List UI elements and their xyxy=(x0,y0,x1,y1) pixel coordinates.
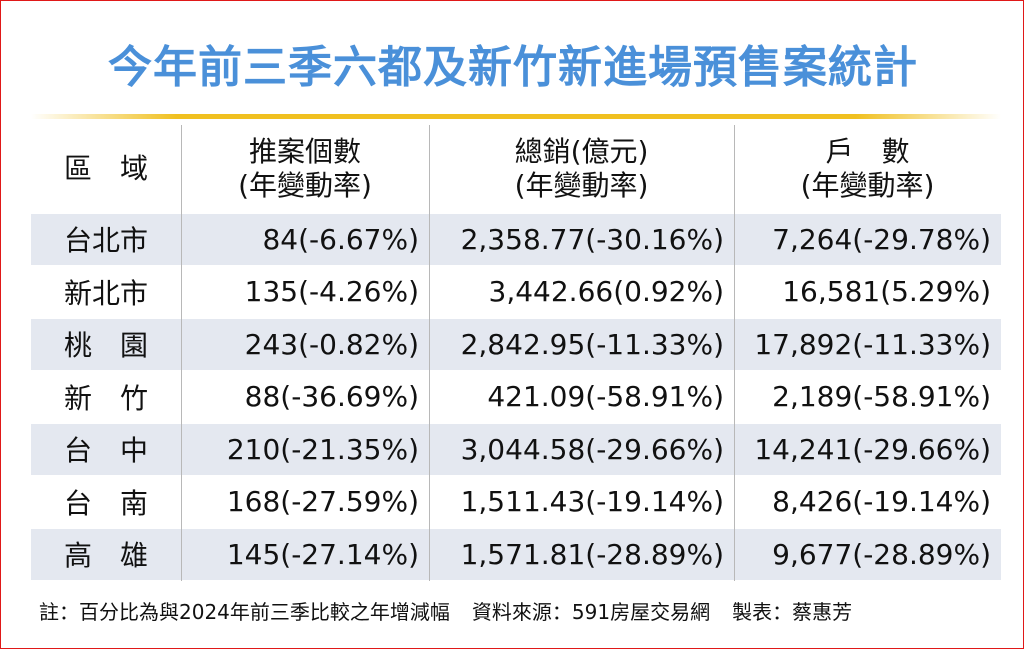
value-cell: 145(-27.14%) xyxy=(226,537,419,571)
value-cell: 3,044.58(-29.66%) xyxy=(460,432,724,466)
footer-source: 資料來源：591房屋交易網 xyxy=(471,600,711,624)
region-cell: 台 中 xyxy=(63,434,148,468)
value-cell: 14,241(-29.66%) xyxy=(754,432,991,466)
value-cell: 7,264(-29.78%) xyxy=(772,222,991,256)
region-cell: 新 竹 xyxy=(63,381,148,415)
title-rule xyxy=(31,114,1001,119)
header-line: 戶 數 xyxy=(825,135,910,168)
column-divider xyxy=(429,125,430,581)
value-cell: 168(-27.59%) xyxy=(226,485,419,519)
row-shade xyxy=(31,214,1001,265)
value-cell: 9,677(-28.89%) xyxy=(772,537,991,571)
title: 今年前三季六都及新竹新進場預售案統計 xyxy=(108,42,918,93)
column-divider xyxy=(734,125,735,581)
header-line: 推案個數 xyxy=(248,135,361,168)
value-cell: 135(-4.26%) xyxy=(244,275,419,309)
value-cell: 8,426(-19.14%) xyxy=(772,485,991,519)
footer-author: 製表：蔡惠芳 xyxy=(732,600,853,624)
column-header: 推案個數 (年變動率) xyxy=(181,125,429,213)
value-cell: 1,571.81(-28.89%) xyxy=(460,537,724,571)
value-cell: 3,442.66(0.92%) xyxy=(488,275,724,309)
value-cell: 88(-36.69%) xyxy=(244,380,419,414)
value-cell: 210(-21.35%) xyxy=(226,432,419,466)
value-cell: 16,581(5.29%) xyxy=(782,275,991,309)
header-line: (年變動率) xyxy=(238,169,372,202)
header-line: (年變動率) xyxy=(800,169,935,202)
region-cell: 台北市 xyxy=(63,224,148,258)
value-cell: 2,842.95(-11.33%) xyxy=(460,327,724,361)
value-cell: 17,892(-11.33%) xyxy=(754,327,991,361)
value-cell: 243(-0.82%) xyxy=(244,327,419,361)
column-header: 總銷(億元) (年變動率) xyxy=(429,125,734,213)
region-cell: 桃 園 xyxy=(63,329,148,363)
header-line: 區 域 xyxy=(63,152,148,185)
footer-note: 註：百分比為與2024年前三季比較之年增減幅 xyxy=(39,600,450,624)
footer: 註：百分比為與2024年前三季比較之年增減幅 資料來源：591房屋交易網 製表：蔡惠… xyxy=(39,596,874,625)
column-divider xyxy=(181,125,182,581)
value-cell: 2,189(-58.91%) xyxy=(772,380,991,414)
row-shade xyxy=(31,529,1001,580)
column-header: 戶 數 (年變動率) xyxy=(734,125,1001,213)
region-cell: 新北市 xyxy=(63,276,148,310)
row-shade xyxy=(31,424,1001,475)
header-line: 總銷(億元) xyxy=(514,135,649,168)
region-cell: 台 南 xyxy=(63,486,148,520)
value-cell: 84(-6.67%) xyxy=(262,222,419,256)
value-cell: 1,511.43(-19.14%) xyxy=(460,485,724,519)
region-cell: 高 雄 xyxy=(63,539,148,573)
column-header: 區 域 xyxy=(31,125,181,213)
value-cell: 2,358.77(-30.16%) xyxy=(460,222,724,256)
header-line: (年變動率) xyxy=(514,169,649,202)
value-cell: 421.09(-58.91%) xyxy=(487,380,724,414)
row-shade xyxy=(31,319,1001,370)
